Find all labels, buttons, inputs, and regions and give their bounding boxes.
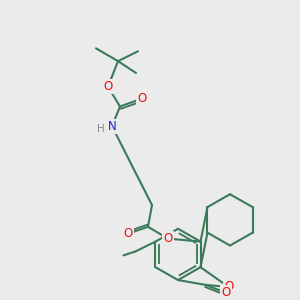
Text: O: O xyxy=(224,280,233,293)
Text: O: O xyxy=(103,80,112,93)
Text: O: O xyxy=(221,286,231,299)
Text: O: O xyxy=(123,227,133,240)
Text: O: O xyxy=(164,232,172,245)
Text: O: O xyxy=(137,92,147,105)
Text: N: N xyxy=(108,120,116,133)
Text: H: H xyxy=(97,124,105,134)
